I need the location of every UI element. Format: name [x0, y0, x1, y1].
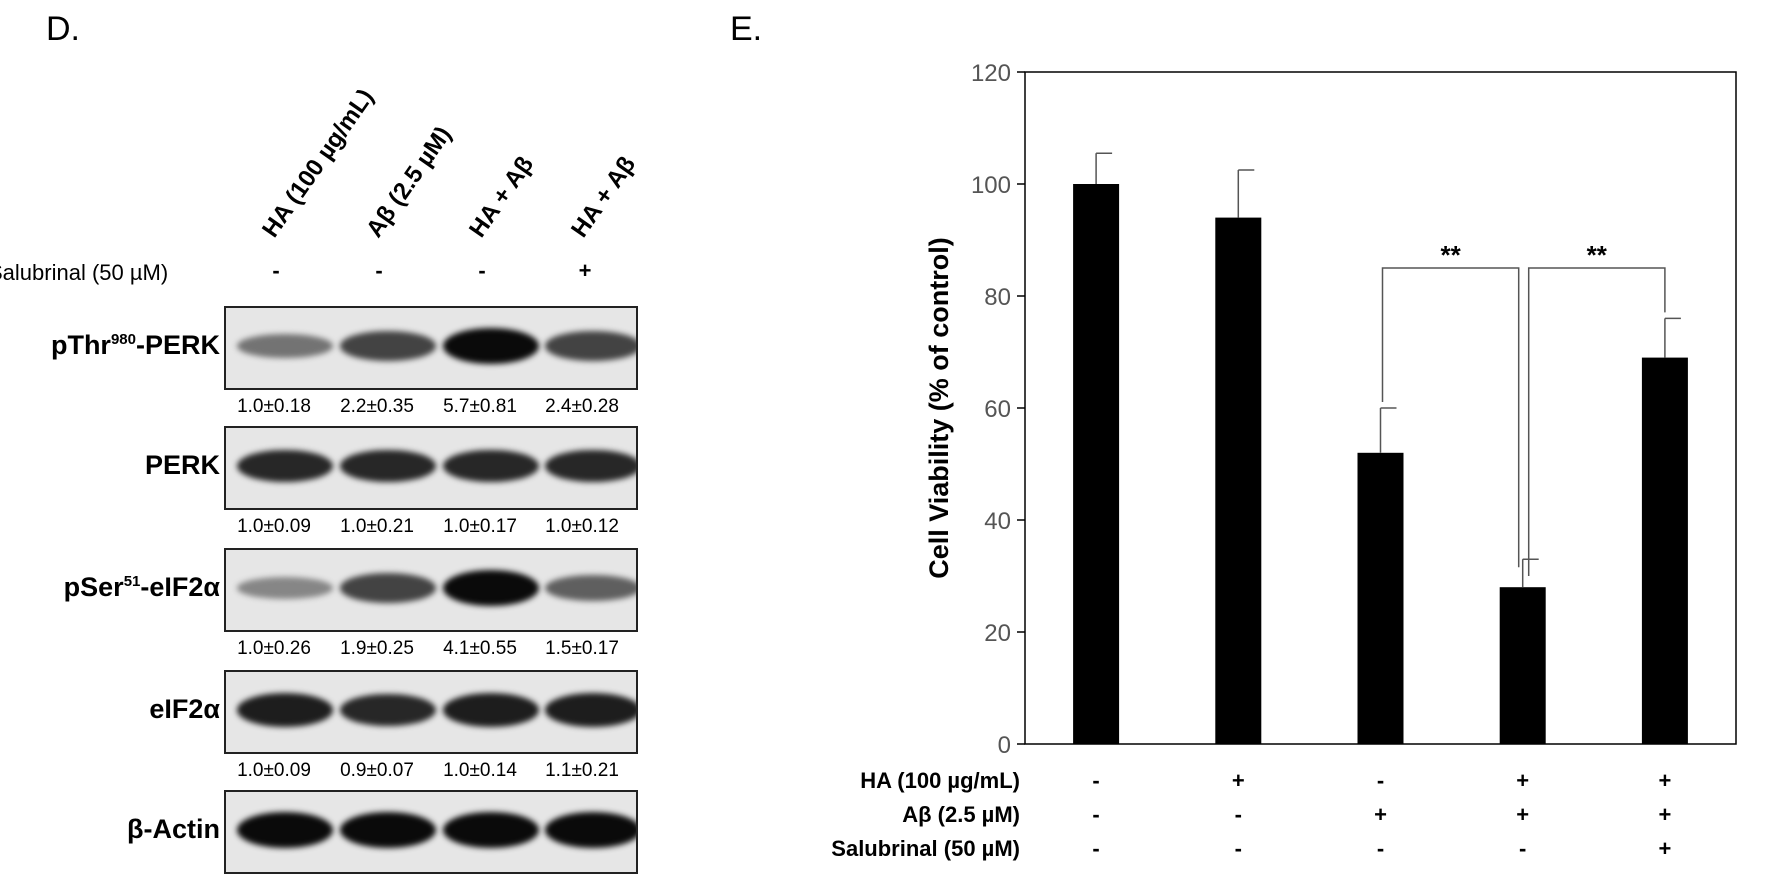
blot-image [224, 426, 638, 510]
treatment-row-label: Aβ (2.5 µM) [902, 802, 1020, 827]
blot-band [340, 449, 436, 483]
treatment-sign: - [1376, 768, 1385, 793]
band-quantification: 1.0±0.18 [237, 396, 311, 417]
significance-bracket [1381, 267, 1520, 568]
treatment-row-label: HA (100 µg/mL) [860, 768, 1020, 793]
y-tick-label: 80 [984, 284, 1011, 311]
y-tick-label: 100 [971, 172, 1011, 199]
salubrinal-sign: - [478, 258, 486, 283]
blot-label: β-Actin [127, 814, 220, 844]
bar [1073, 184, 1120, 744]
blot-band [340, 693, 436, 727]
band-quantification: 2.4±0.28 [545, 396, 619, 417]
blot-band [545, 693, 636, 727]
y-tick-label: 60 [984, 396, 1011, 423]
salubrinal-sign: - [272, 258, 280, 283]
bar [1499, 587, 1546, 744]
salubrinal-sign: - [375, 258, 383, 283]
y-tick-label: 20 [984, 620, 1011, 647]
band-quantification: 1.0±0.12 [545, 516, 619, 537]
bar [1215, 217, 1262, 745]
salubrinal-sign: + [578, 258, 592, 283]
treatment-sign: - [1092, 802, 1100, 827]
blot-label: pThr980-PERK [50, 330, 220, 360]
blot-label: PERK [144, 450, 220, 480]
treatment-sign: - [1092, 836, 1100, 861]
band-quantification: 1.0±0.14 [443, 760, 517, 781]
blot-band [237, 577, 333, 599]
blot-band [545, 449, 636, 483]
bar [1357, 452, 1404, 744]
band-quantification: 1.1±0.21 [545, 760, 619, 781]
bar [1641, 357, 1688, 744]
band-quantification: 5.7±0.81 [443, 396, 517, 417]
band-quantification: 1.0±0.09 [237, 516, 311, 537]
significance-label: ** [1587, 240, 1608, 270]
blot-band [340, 812, 436, 848]
treatment-sign: + [1374, 802, 1387, 827]
blot-band [443, 812, 539, 848]
blot-band [545, 812, 636, 848]
blot-band [237, 449, 333, 483]
treatment-sign: - [1234, 836, 1242, 861]
blot-band [443, 328, 539, 364]
blot-image [224, 670, 638, 754]
blot-band [237, 693, 333, 727]
y-tick-label: 40 [984, 508, 1011, 535]
significance-label: ** [1440, 240, 1461, 270]
blot-label: pSer51-eIF2α [63, 572, 220, 602]
band-quantification: 2.2±0.35 [340, 396, 414, 417]
panel-d-label: D. [46, 10, 80, 48]
treatment-sign: + [1658, 802, 1672, 827]
treatment-sign: + [1516, 768, 1530, 793]
treatment-sign: + [1658, 768, 1672, 793]
treatment-sign: - [1376, 836, 1385, 861]
panel-e-label: E. [730, 10, 763, 48]
blot-band [443, 570, 539, 606]
blot-band [237, 812, 333, 848]
band-quantification: 1.9±0.25 [340, 638, 414, 659]
band-quantification: 1.5±0.17 [545, 638, 619, 659]
band-quantification: 1.0±0.17 [443, 516, 517, 537]
band-quantification: 4.1±0.55 [443, 638, 517, 659]
treatment-sign: + [1231, 768, 1245, 793]
treatment-sign: - [1092, 768, 1100, 793]
blot-label: eIF2α [149, 694, 220, 724]
y-tick-label: 120 [971, 60, 1011, 87]
blot-band [545, 574, 636, 602]
salubrinal-label: Salubrinal (50 µM) [0, 260, 169, 285]
band-quantification: 1.0±0.21 [340, 516, 414, 537]
blot-image [224, 790, 638, 874]
y-tick-label: 0 [998, 732, 1011, 759]
blot-band [443, 693, 539, 727]
treatment-sign: + [1658, 836, 1672, 861]
blot-band [340, 331, 436, 361]
band-quantification: 1.0±0.26 [237, 638, 311, 659]
blot-band [545, 331, 636, 361]
treatment-sign: - [1234, 802, 1242, 827]
band-quantification: 0.9±0.07 [340, 760, 414, 781]
blot-band [443, 449, 539, 483]
blot-band [340, 573, 436, 603]
blot-image [224, 548, 638, 632]
treatment-sign: + [1516, 802, 1530, 827]
band-quantification: 1.0±0.09 [237, 760, 311, 781]
treatment-sign: - [1519, 836, 1527, 861]
significance-bracket [1527, 267, 1666, 576]
blot-image [224, 306, 638, 390]
blot-band [237, 334, 333, 358]
treatment-row-label: Salubrinal (50 µM) [831, 836, 1020, 861]
y-axis-label: Cell Viability (% of control) [924, 237, 954, 579]
